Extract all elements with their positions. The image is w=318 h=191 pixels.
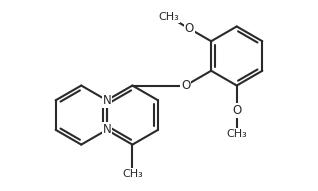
- Text: N: N: [102, 123, 111, 136]
- Text: CH₃: CH₃: [226, 129, 247, 139]
- Text: N: N: [102, 94, 111, 107]
- Text: CH₃: CH₃: [159, 12, 179, 22]
- Text: O: O: [181, 79, 190, 92]
- Text: O: O: [185, 22, 194, 35]
- Text: O: O: [232, 104, 241, 117]
- Text: CH₃: CH₃: [122, 169, 143, 179]
